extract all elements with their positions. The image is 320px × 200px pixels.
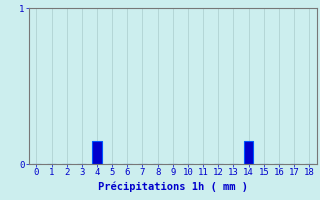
Bar xyxy=(244,141,253,164)
Bar xyxy=(92,141,101,164)
X-axis label: Précipitations 1h ( mm ): Précipitations 1h ( mm ) xyxy=(98,181,248,192)
